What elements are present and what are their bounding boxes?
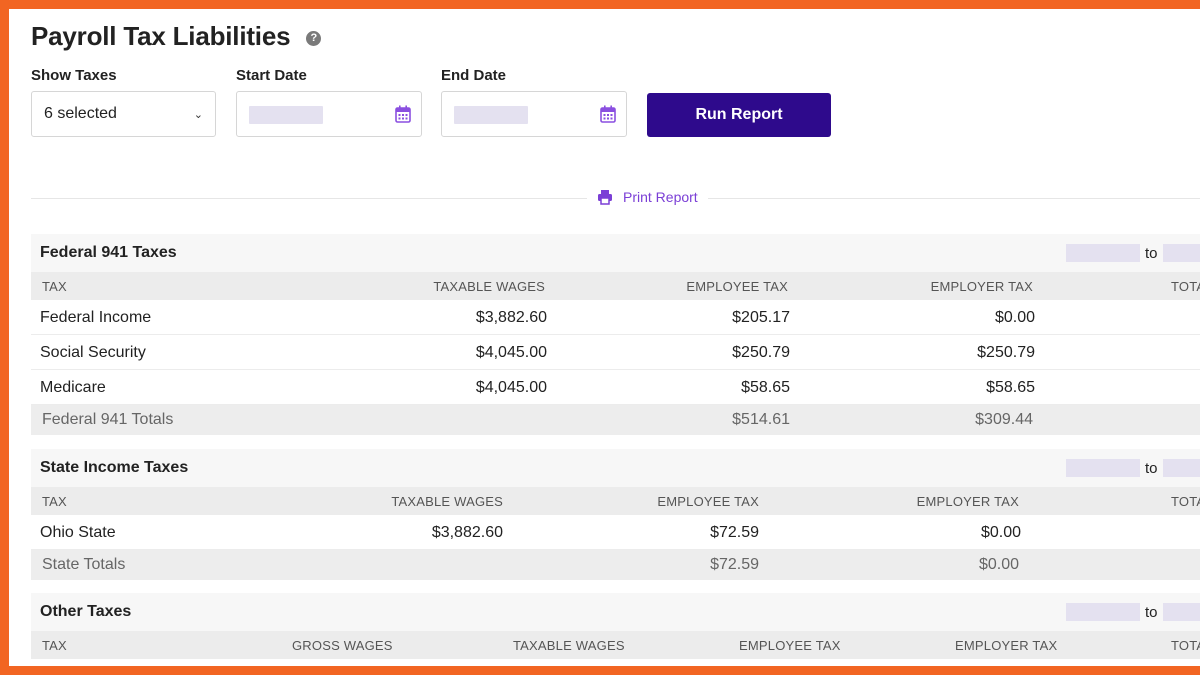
start-date-label: Start Date (236, 67, 307, 84)
cell-taxable-wages: $4,045.00 (475, 344, 547, 361)
range-end-placeholder (1162, 603, 1200, 621)
col-total: TOTA (1171, 279, 1200, 294)
calendar-icon[interactable] (395, 105, 411, 123)
range-start-placeholder (1066, 459, 1140, 477)
print-report-link[interactable]: Print Report (587, 189, 708, 205)
range-to-label: to (1145, 459, 1158, 477)
date-range: to (1066, 603, 1200, 621)
range-to-label: to (1145, 603, 1158, 621)
end-date-input[interactable] (441, 91, 627, 137)
col-taxable-wages: TAXABLE WAGES (391, 494, 503, 509)
totals-row: State Totals $72.59 $0.00 (31, 550, 1200, 580)
col-employee-tax: EMPLOYEE TAX (686, 279, 788, 294)
cell-employee-tax: $250.79 (732, 344, 790, 361)
totals-label: Federal 941 Totals (42, 411, 174, 428)
cell-employer-tax: $58.65 (986, 379, 1035, 396)
col-employer-tax: EMPLOYER TAX (916, 494, 1019, 509)
table-header: TAX GROSS WAGES TAXABLE WAGES EMPLOYEE T… (31, 631, 1200, 659)
range-to-label: to (1145, 244, 1158, 262)
section-title: State Income Taxes (40, 459, 189, 476)
print-report-label: Print Report (623, 189, 698, 205)
cell-taxable-wages: $3,882.60 (431, 524, 503, 541)
section-title: Federal 941 Taxes (40, 244, 177, 261)
range-end-placeholder (1162, 244, 1200, 262)
date-range: to (1066, 244, 1200, 262)
col-gross-wages: GROSS WAGES (292, 638, 393, 653)
table-row: Medicare $4,045.00 $58.65 $58.65 (31, 370, 1200, 405)
help-icon[interactable]: ? (306, 30, 322, 46)
cell-taxable-wages: $3,882.60 (475, 309, 547, 326)
total-employee-tax: $514.61 (732, 411, 790, 428)
range-end-placeholder (1162, 459, 1200, 477)
cell-tax: Medicare (40, 379, 106, 396)
range-start-placeholder (1066, 244, 1140, 262)
totals-label: State Totals (42, 556, 126, 573)
section-header: Federal 941 Taxes to (31, 234, 1200, 272)
report-page: Payroll Tax Liabilities ? Show Taxes Sta… (9, 9, 1200, 666)
printer-icon (598, 190, 612, 205)
col-total: TOTA (1171, 638, 1200, 653)
run-report-button[interactable]: Run Report (647, 93, 831, 137)
cell-employee-tax: $72.59 (710, 524, 759, 541)
show-taxes-label: Show Taxes (31, 67, 117, 84)
cell-taxable-wages: $4,045.00 (475, 379, 547, 396)
table-row: Federal Income $3,882.60 $205.17 $0.00 (31, 300, 1200, 335)
cell-employer-tax: $0.00 (980, 524, 1021, 541)
title-row: Payroll Tax Liabilities ? (31, 21, 322, 52)
col-employee-tax: EMPLOYEE TAX (739, 638, 841, 653)
table-row: Social Security $4,045.00 $250.79 $250.7… (31, 335, 1200, 370)
section-header: State Income Taxes to (31, 449, 1200, 487)
table-header: TAX TAXABLE WAGES EMPLOYEE TAX EMPLOYER … (31, 272, 1200, 300)
cell-tax: Federal Income (40, 309, 152, 326)
table-header: TAX TAXABLE WAGES EMPLOYEE TAX EMPLOYER … (31, 487, 1200, 515)
other-taxes-section: Other Taxes to TAX GROSS WAGES TAXABLE W… (31, 593, 1200, 659)
cell-tax: Ohio State (40, 524, 116, 541)
col-total: TOTA (1171, 494, 1200, 509)
start-date-placeholder (249, 106, 323, 124)
col-employee-tax: EMPLOYEE TAX (657, 494, 759, 509)
show-taxes-value: 6 selected (44, 105, 117, 122)
federal-941-section: Federal 941 Taxes to TAX TAXABLE WAGES E… (31, 234, 1200, 435)
col-tax: TAX (42, 494, 67, 509)
total-employer-tax: $309.44 (975, 411, 1033, 428)
col-tax: TAX (42, 638, 67, 653)
date-range: to (1066, 459, 1200, 477)
end-date-placeholder (454, 106, 528, 124)
calendar-icon[interactable] (600, 105, 616, 123)
cell-employee-tax: $58.65 (741, 379, 790, 396)
cell-employer-tax: $250.79 (977, 344, 1035, 361)
col-employer-tax: EMPLOYER TAX (930, 279, 1033, 294)
end-date-label: End Date (441, 67, 507, 84)
show-taxes-select[interactable]: 6 selected ⌄ (31, 91, 216, 137)
chevron-down-icon: ⌄ (193, 108, 203, 121)
start-date-input[interactable] (236, 91, 422, 137)
col-taxable-wages: TAXABLE WAGES (433, 279, 545, 294)
col-tax: TAX (42, 279, 67, 294)
cell-tax: Social Security (40, 344, 146, 361)
cell-employer-tax: $0.00 (994, 309, 1035, 326)
section-title: Other Taxes (40, 603, 132, 620)
cell-employee-tax: $205.17 (732, 309, 790, 326)
table-row: Ohio State $3,882.60 $72.59 $0.00 (31, 515, 1200, 550)
totals-row: Federal 941 Totals $514.61 $309.44 (31, 405, 1200, 435)
total-employee-tax: $72.59 (710, 556, 759, 573)
range-start-placeholder (1066, 603, 1140, 621)
total-employer-tax: $0.00 (978, 556, 1019, 573)
page-title: Payroll Tax Liabilities (31, 21, 291, 51)
col-taxable-wages: TAXABLE WAGES (513, 638, 625, 653)
col-employer-tax: EMPLOYER TAX (955, 638, 1058, 653)
state-income-section: State Income Taxes to TAX TAXABLE WAGES … (31, 449, 1200, 580)
section-header: Other Taxes to (31, 593, 1200, 631)
